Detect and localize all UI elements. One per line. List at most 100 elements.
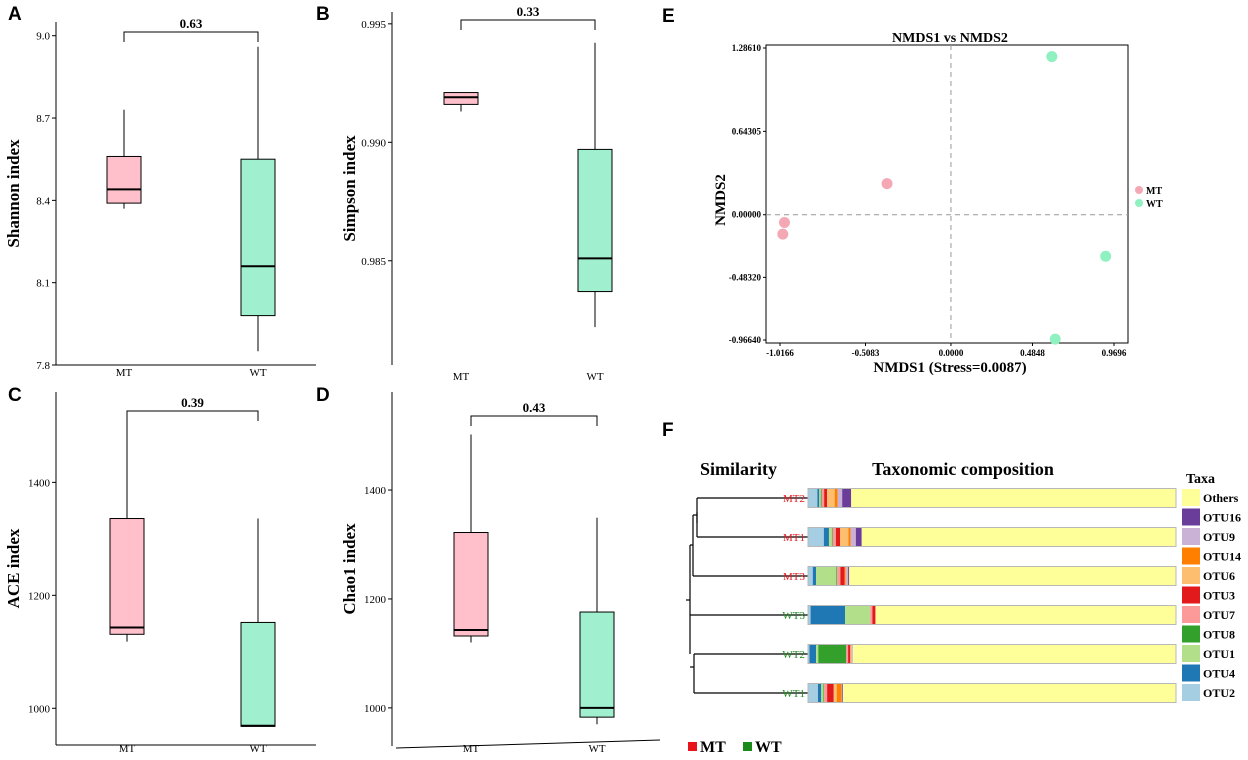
legend-swatch-otu4 bbox=[1182, 664, 1200, 682]
legend-label-wt: WT bbox=[1146, 199, 1163, 210]
bar-segment-otu9 bbox=[851, 644, 853, 664]
significance-bracket bbox=[460, 19, 596, 30]
panel-f-taxonomic-composition: Similarity Taxonomic composition Taxa MT… bbox=[686, 459, 1241, 756]
point-wt bbox=[1046, 51, 1058, 63]
legend-swatch-otu7 bbox=[1182, 606, 1200, 623]
y-tick-label: 8.7 bbox=[36, 113, 50, 125]
group-label-mt: MT bbox=[700, 739, 726, 756]
legend-label-others: Others bbox=[1203, 491, 1239, 505]
bar-segment-otu14 bbox=[848, 527, 851, 547]
bar-segment-otu1 bbox=[821, 683, 824, 703]
sample-label: MT3 bbox=[783, 571, 806, 583]
bar-segment-otu3 bbox=[840, 566, 845, 586]
significance-bracket bbox=[470, 415, 598, 426]
bar-segment-otu9 bbox=[846, 566, 849, 586]
legend-swatch-otu2 bbox=[1182, 684, 1200, 701]
bar-segment-otu3 bbox=[848, 644, 851, 664]
bar-segment-otu1 bbox=[816, 566, 837, 586]
p-value-label: 0.33 bbox=[517, 4, 540, 19]
box-mt bbox=[106, 155, 142, 204]
box-wt bbox=[579, 611, 615, 718]
significance-bracket bbox=[126, 410, 259, 421]
y-tick-label: 1200 bbox=[28, 590, 51, 602]
bar-segment-others bbox=[861, 527, 1176, 547]
bar-segment-otu4 bbox=[812, 566, 817, 586]
bar-segment-otu16 bbox=[848, 566, 850, 586]
point-wt bbox=[1049, 333, 1061, 345]
y-tick-label: 8.1 bbox=[36, 278, 50, 290]
bar-segment-otu8 bbox=[818, 644, 847, 664]
bar-segment-otu1 bbox=[819, 488, 821, 508]
bar-segment-others bbox=[842, 683, 1176, 703]
bar-segment-otu14 bbox=[836, 683, 842, 703]
panel-label-b: B bbox=[316, 4, 330, 25]
panel-label-f: F bbox=[662, 420, 674, 441]
y-tick-label: -0.96640 bbox=[729, 335, 762, 345]
group-swatch-mt bbox=[688, 742, 697, 751]
bar-segment-otu2 bbox=[808, 644, 810, 664]
bar-outline bbox=[807, 527, 1177, 547]
sample-label: MT1 bbox=[783, 532, 805, 544]
bar-segment-otu6 bbox=[833, 683, 837, 703]
panel-b-simpson-boxplot: 0.985 0.990 0.995 Simpson index MT WT 0.33 bbox=[340, 4, 613, 383]
category-label: MT bbox=[463, 743, 480, 755]
legend-swatch-otu1 bbox=[1182, 645, 1200, 662]
y-tick-label: 1400 bbox=[364, 485, 387, 497]
bar-segment-otu4 bbox=[810, 605, 846, 625]
p-value-label: 0.63 bbox=[180, 16, 203, 31]
y-tick-label: 1400 bbox=[28, 477, 51, 489]
category-label: MT bbox=[453, 371, 470, 383]
y-tick-label: 0.985 bbox=[361, 256, 386, 268]
bar-segment-otu1 bbox=[845, 605, 871, 625]
bar-segment-otu7 bbox=[837, 566, 841, 586]
legend-label-otu4: OTU4 bbox=[1203, 667, 1235, 681]
bar-segment-otu16 bbox=[842, 488, 852, 508]
bar-segment-otu2 bbox=[808, 683, 818, 703]
panel-label-a: A bbox=[8, 4, 22, 25]
bar-segment-otu7 bbox=[821, 488, 825, 508]
bar-segment-otu8 bbox=[823, 683, 825, 703]
legend-label-otu16: OTU16 bbox=[1203, 511, 1241, 525]
category-label: WT bbox=[586, 371, 603, 383]
y-axis-label: Shannon index bbox=[4, 139, 23, 248]
panel-label-d: D bbox=[316, 385, 330, 406]
bar-segment-otu14 bbox=[834, 488, 838, 508]
bar-segment-otu6 bbox=[844, 566, 846, 586]
bar-segment-otu6 bbox=[827, 488, 835, 508]
legend-swatch-otu9 bbox=[1182, 528, 1200, 545]
y-tick-label: 1000 bbox=[28, 703, 51, 715]
legend-swatch-otu16 bbox=[1182, 508, 1200, 526]
legend-swatch-otu3 bbox=[1182, 586, 1200, 604]
panel-e-nmds-scatter: NMDS1 vs NMDS2 NMDS1 (Stress=0.0087) NMD… bbox=[713, 31, 1163, 376]
panel-c-ace-boxplot: 1000 1200 1400 ACE index MT WT 0.39 bbox=[4, 392, 316, 755]
point-wt bbox=[1100, 250, 1112, 262]
stacked-bars: MT2 MT1 MT3 WT3 WT2 WT1 bbox=[782, 488, 1177, 703]
plot-frame bbox=[765, 44, 1129, 344]
legend-label-otu9: OTU9 bbox=[1203, 530, 1235, 544]
category-label: MT bbox=[119, 743, 136, 755]
sample-label: WT3 bbox=[782, 610, 805, 622]
bar-segment-otu3 bbox=[827, 683, 834, 703]
legend-marker-mt bbox=[1135, 186, 1143, 194]
legend-label-otu3: OTU3 bbox=[1203, 589, 1235, 603]
bar-segment-otu2 bbox=[808, 488, 818, 508]
legend-swatch-otu14 bbox=[1182, 547, 1200, 565]
bar-segment-otu8 bbox=[820, 488, 822, 508]
sample-label: WT2 bbox=[782, 649, 805, 661]
category-label: WT bbox=[249, 743, 266, 755]
box-mt bbox=[109, 518, 145, 635]
bar-segment-otu9 bbox=[841, 683, 843, 703]
taxa-legend-header: Taxa bbox=[1186, 472, 1215, 487]
panel-label-e: E bbox=[662, 6, 675, 27]
bar-segment-otu1 bbox=[816, 644, 819, 664]
bar-segment-others bbox=[849, 566, 1176, 586]
legend-swatch-otu8 bbox=[1182, 625, 1200, 643]
similarity-header: Similarity bbox=[700, 459, 777, 479]
legend-swatch-otu6 bbox=[1182, 567, 1200, 584]
bar-segment-otu4 bbox=[817, 488, 820, 508]
y-tick-label: 1200 bbox=[364, 594, 387, 606]
legend-label-otu6: OTU6 bbox=[1203, 569, 1235, 583]
nmds-title: NMDS1 vs NMDS2 bbox=[892, 31, 1008, 46]
y-tick-label: 8.4 bbox=[36, 195, 50, 207]
